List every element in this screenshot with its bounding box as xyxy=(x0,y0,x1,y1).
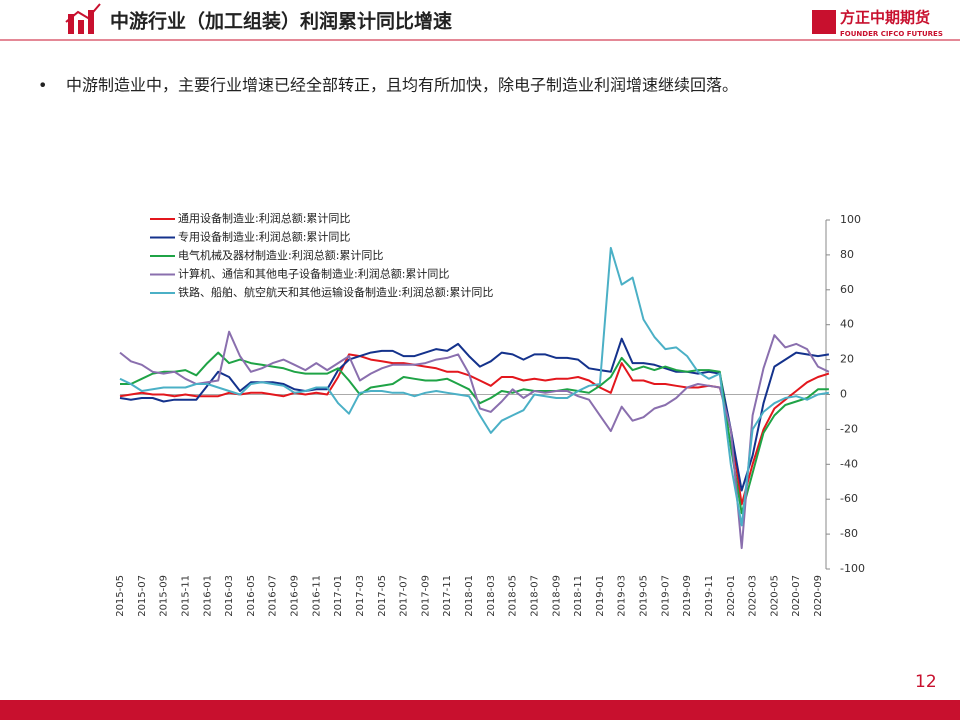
x-tick-label: 2019-01 xyxy=(595,575,606,617)
x-tick-label: 2016-01 xyxy=(202,575,213,617)
x-tick-label: 2018-11 xyxy=(573,575,584,617)
x-tick-label: 2016-03 xyxy=(224,575,235,617)
bullet-text: 中游制造业中，主要行业增速已经全部转正，且均有所加快，除电子制造业利润增速继续回… xyxy=(66,76,738,95)
logo-sub: FOUNDER CIFCO FUTURES xyxy=(840,30,943,38)
x-tick-label: 2018-09 xyxy=(551,575,562,617)
y-tick-label: 0 xyxy=(840,388,847,401)
series-line xyxy=(119,330,830,550)
x-tick-label: 2017-09 xyxy=(420,575,431,617)
x-tick-label: 2016-09 xyxy=(290,575,301,617)
x-tick-label: 2019-05 xyxy=(639,575,650,617)
x-tick-label: 2019-09 xyxy=(682,575,693,617)
y-tick-label: -80 xyxy=(840,527,858,540)
x-tick-label: 2020-01 xyxy=(726,575,737,617)
x-tick-label: 2017-07 xyxy=(399,575,410,617)
logo: 方正中期期货 xyxy=(840,9,930,27)
page-number: 12 xyxy=(915,672,937,692)
legend-label: 通用设备制造业:利润总额:累计同比 xyxy=(178,211,350,225)
bullet-dot: • xyxy=(38,76,47,95)
series-line xyxy=(119,337,830,492)
x-tick-label: 2018-03 xyxy=(486,575,497,617)
series-line xyxy=(120,351,829,515)
legend-label: 计算机、通信和其他电子设备制造业:利润总额:累计同比 xyxy=(178,267,449,281)
x-tick-label: 2018-05 xyxy=(508,575,519,617)
x-tick-label: 2016-07 xyxy=(268,575,279,617)
y-tick-label: 60 xyxy=(840,283,854,296)
y-tick-label: 80 xyxy=(840,248,854,261)
logo-icon xyxy=(812,10,836,34)
y-tick-label: -40 xyxy=(840,457,858,470)
y-tick-label: -60 xyxy=(840,492,858,505)
x-tick-label: 2019-03 xyxy=(617,575,628,617)
y-tick-label: 100 xyxy=(840,213,861,226)
y-tick-label: 40 xyxy=(840,318,854,331)
x-tick-label: 2017-05 xyxy=(377,575,388,617)
footer-bar xyxy=(0,700,960,720)
legend-label: 电气机械及器材制造业:利润总额:累计同比 xyxy=(178,248,383,262)
chart: -100 -80 -60 -40 -20 0 20 40 60 80 100 2015-05 2015-… xyxy=(115,211,865,617)
series-line xyxy=(119,246,830,527)
legend-label: 铁路、船舶、航空航天和其他运输设备制造业:利润总额:累计同比 xyxy=(178,285,493,299)
x-tick-label: 2020-03 xyxy=(748,575,759,617)
x-tick-label: 2019-07 xyxy=(660,575,671,617)
x-tick-label: 2016-11 xyxy=(311,575,322,617)
x-tick-label: 2016-05 xyxy=(246,575,257,617)
x-tick-label: 2017-01 xyxy=(333,575,344,617)
x-tick-label: 2015-11 xyxy=(180,575,191,617)
x-tick-label: 2015-05 xyxy=(115,575,126,617)
x-tick-label: 2018-07 xyxy=(529,575,540,617)
x-tick-label: 2015-07 xyxy=(137,575,148,617)
x-tick-label: 2018-01 xyxy=(464,575,475,617)
y-tick-label: -20 xyxy=(840,422,858,435)
header-icon xyxy=(65,3,101,34)
x-tick-label: 2017-11 xyxy=(442,575,453,617)
y-tick-label: 20 xyxy=(840,353,854,366)
x-tick-label: 2020-09 xyxy=(813,575,824,617)
y-tick-label: -100 xyxy=(840,562,865,575)
x-tick-label: 2020-05 xyxy=(769,575,780,617)
legend-label: 专用设备制造业:利润总额:累计同比 xyxy=(178,230,350,244)
x-tick-label: 2017-03 xyxy=(355,575,366,617)
x-tick-label: 2015-09 xyxy=(159,575,170,617)
title: 中游行业（加工组装）利润累计同比增速 xyxy=(110,10,452,33)
x-tick-label: 2020-07 xyxy=(791,575,802,617)
x-tick-label: 2019-11 xyxy=(704,575,715,617)
